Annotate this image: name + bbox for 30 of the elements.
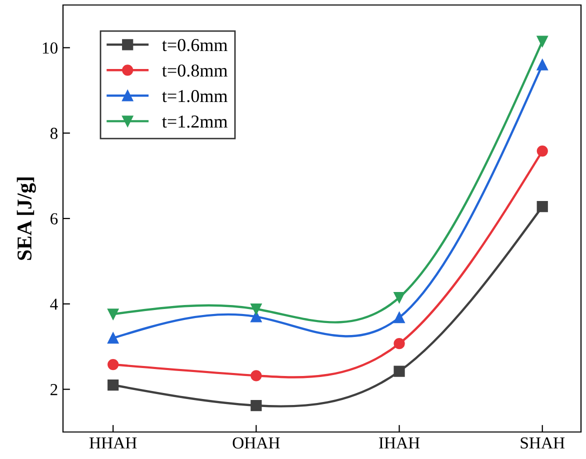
point xyxy=(108,379,119,391)
point xyxy=(108,308,119,320)
y-tick-label: 4 xyxy=(50,298,58,310)
point xyxy=(250,311,262,322)
point xyxy=(394,338,405,350)
x-tick-label: IHAH xyxy=(379,437,420,448)
point xyxy=(250,370,262,382)
point xyxy=(394,312,405,324)
y-tick-label: 8 xyxy=(50,128,58,140)
x-tick-label: SHAH xyxy=(520,437,565,449)
point xyxy=(394,366,405,377)
legend-label: t=1.2mm xyxy=(162,116,228,128)
point xyxy=(250,400,262,412)
point xyxy=(250,303,262,315)
point xyxy=(108,358,119,370)
y-tick-label: 10 xyxy=(42,42,58,54)
y-tick-label: 2 xyxy=(50,384,58,396)
y-axis-title: SEA [J/g] xyxy=(16,178,36,260)
point xyxy=(536,36,548,47)
x-tick-label: HHAH xyxy=(89,437,137,448)
legend-label: t=1.0mm xyxy=(162,90,228,102)
point xyxy=(536,59,548,70)
y-tick-label: 6 xyxy=(50,213,58,224)
point xyxy=(536,145,548,157)
legend-label: t=0.6mm xyxy=(162,38,228,52)
point xyxy=(536,200,548,212)
legend-label: t=0.8mm xyxy=(162,64,228,77)
point xyxy=(394,292,405,304)
x-tick-label: OHAH xyxy=(232,437,280,449)
point xyxy=(108,332,119,344)
